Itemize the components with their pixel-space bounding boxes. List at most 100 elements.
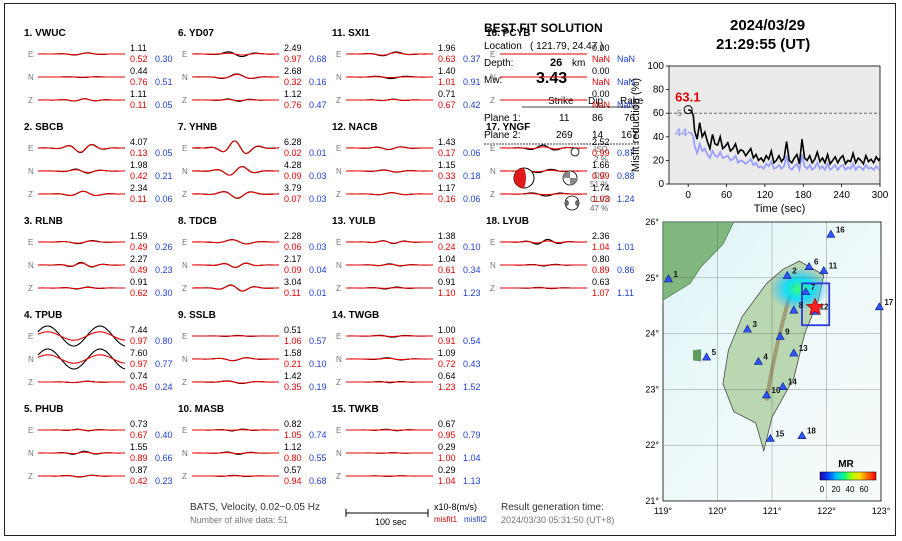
depth-label: Depth:	[484, 58, 514, 69]
synthetic-waveform	[346, 357, 433, 361]
misfit2-value: 0.66	[155, 453, 173, 463]
component-label: Z	[490, 96, 495, 105]
synthetic-waveform	[192, 239, 279, 245]
amplitude-value: 1.12	[284, 89, 302, 99]
component-label: Z	[28, 96, 33, 105]
misfit1-value: 0.42	[130, 476, 148, 486]
station-label: 11	[829, 262, 838, 271]
misfit1-value: 0.45	[130, 382, 148, 392]
misfit1-value: 1.10	[438, 288, 456, 298]
header-dip: Dip	[588, 96, 604, 107]
misfit1-value: 0.33	[438, 171, 456, 181]
misfit1-value: NaN	[592, 100, 610, 110]
map-lat-label: 23°	[645, 384, 659, 394]
units-label: x10-8(m/s)	[434, 502, 478, 512]
component-label: Z	[182, 284, 187, 293]
misfit2-value: 0.01	[309, 288, 327, 298]
component-label: N	[28, 355, 34, 364]
amplitude-value: 0.80	[592, 254, 610, 264]
component-label: Z	[336, 284, 341, 293]
x-tick-label: 120	[757, 190, 774, 201]
synthetic-waveform	[192, 284, 280, 292]
amplitude-value: 2.36	[592, 231, 610, 241]
station-marker	[663, 274, 673, 283]
station-name: 18. LYUB	[486, 216, 529, 227]
plane2-dip: 14	[592, 130, 604, 141]
synthetic-waveform	[192, 380, 280, 384]
plane1-label: Plane 1:	[484, 113, 521, 124]
amplitude-value: 1.59	[130, 231, 148, 241]
best-secondary-label: 44	[675, 127, 688, 139]
best-point-marker	[683, 105, 693, 115]
amplitude-value: 0.51	[284, 325, 302, 335]
map-lat-label: 25°	[645, 273, 659, 283]
misfit-series-line	[687, 108, 881, 166]
synthetic-waveform	[192, 357, 279, 362]
map-lon-label: 123°	[872, 506, 891, 516]
amplitude-value: 1.17	[438, 183, 456, 193]
misfit2-value: 0.10	[309, 359, 327, 369]
station-name: 10. MASB	[178, 404, 224, 415]
station-label: 6	[814, 258, 819, 267]
dc-pct: 51 %	[590, 180, 609, 189]
synthetic-waveform	[38, 451, 125, 455]
misfit2-value: 0.23	[155, 265, 173, 275]
synthetic-waveform	[500, 169, 587, 173]
station-marker	[765, 433, 775, 442]
misfit2-value: 0.68	[309, 54, 327, 64]
synthetic-waveform	[38, 190, 125, 197]
amplitude-value: 1.04	[438, 254, 456, 264]
mr-legend-tick: 20	[832, 485, 841, 494]
component-label: E	[182, 144, 187, 153]
amplitude-value: 4.28	[284, 160, 302, 170]
misfit1-value: 0.35	[284, 382, 302, 392]
station-name: 4. TPUB	[24, 310, 62, 321]
misfit2-value: 0.19	[309, 382, 327, 392]
misfit2-value: 0.04	[309, 265, 327, 275]
station-marker	[797, 431, 807, 440]
amplitude-value: 0.00	[592, 43, 610, 53]
station-label: 5	[712, 348, 717, 357]
synthetic-waveform	[38, 474, 125, 478]
penghu-islands	[692, 349, 702, 362]
misfit1-value: 0.02	[284, 148, 302, 158]
misfit2-value: 0.34	[463, 265, 481, 275]
result-time: 2024/03/30 05:31:50 (UT+8)	[501, 515, 615, 525]
synthetic-waveform	[346, 98, 433, 101]
misfit1-value: 0.99	[592, 148, 610, 158]
misfit1-value: 1.07	[592, 288, 610, 298]
report-frame	[4, 3, 896, 536]
amplitude-value: 0.74	[130, 371, 148, 381]
component-label: E	[28, 238, 33, 247]
misfit1-value: 0.11	[130, 100, 147, 110]
component-label: E	[336, 50, 341, 59]
misfit1-value: 0.94	[284, 476, 302, 486]
amplitude-value: 1.40	[438, 66, 456, 76]
station-name: 6. YD07	[178, 28, 214, 39]
station-marker	[775, 331, 785, 340]
amplitude-value: 1.42	[284, 371, 302, 381]
misfit1-value: 0.17	[438, 148, 456, 158]
station-marker	[762, 390, 772, 399]
depth-value: 26	[550, 57, 563, 69]
station-marker	[801, 287, 811, 296]
synthetic-waveform	[191, 140, 280, 155]
misfit2-value: NaN	[617, 54, 635, 64]
x-tick-label: 300	[872, 190, 889, 201]
beachball-main	[513, 167, 535, 189]
misfit2-value: 0.05	[155, 148, 173, 158]
misfit2-value: 0.79	[463, 430, 481, 440]
misfit1-value: 1.23	[438, 382, 456, 392]
header-strike: Strike	[548, 96, 574, 107]
misfit2-value: 0.80	[155, 336, 173, 346]
synthetic-waveform	[500, 264, 587, 266]
component-label: N	[336, 167, 342, 176]
depth-unit: km	[572, 58, 586, 69]
misfit2-value: 0.03	[309, 171, 327, 181]
header-rake: Rake	[620, 96, 644, 107]
observed-waveform	[37, 348, 126, 370]
synthetic-waveform	[37, 331, 125, 341]
